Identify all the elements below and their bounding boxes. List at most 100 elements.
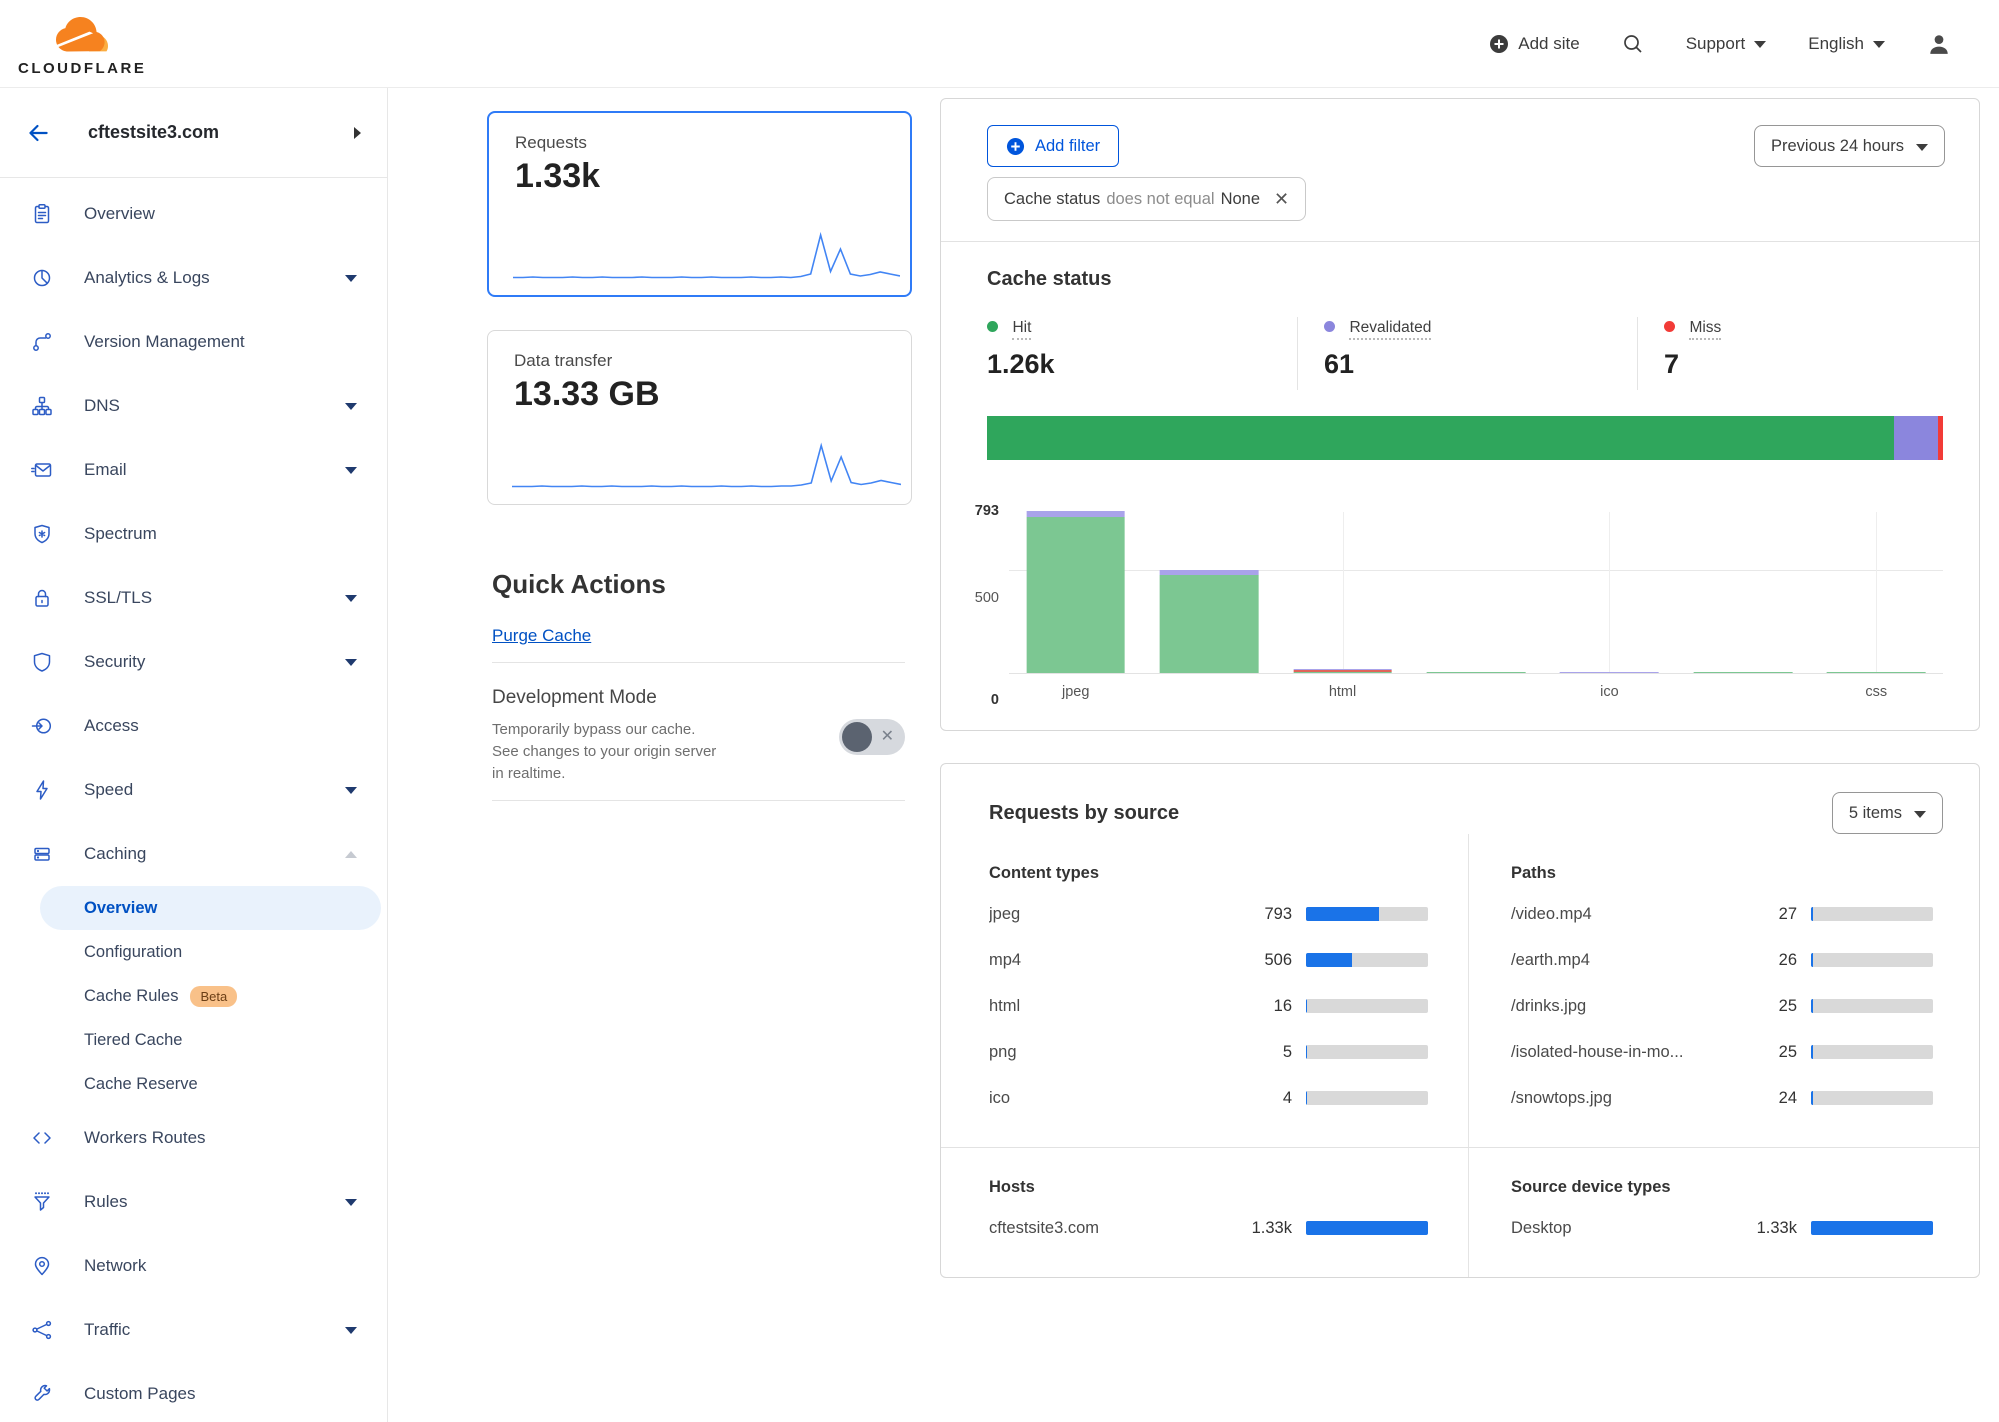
language-menu[interactable]: English bbox=[1808, 34, 1885, 54]
divider bbox=[941, 1147, 1979, 1148]
account-button[interactable] bbox=[1927, 32, 1951, 56]
list-bar-track bbox=[1306, 1221, 1428, 1235]
funnel-icon bbox=[30, 1190, 54, 1214]
divider bbox=[941, 241, 1979, 242]
x-tick-label: ico bbox=[1600, 684, 1619, 700]
purge-cache-link[interactable]: Purge Cache bbox=[492, 626, 592, 645]
chevron-up-icon bbox=[345, 850, 357, 858]
chart-column bbox=[1676, 512, 1809, 673]
time-range-dropdown[interactable]: Previous 24 hours bbox=[1754, 125, 1945, 167]
sidebar-subitem-caching-overview[interactable]: Overview bbox=[40, 886, 381, 930]
sidebar-item-overview[interactable]: Overview bbox=[0, 182, 387, 246]
branch-icon bbox=[30, 330, 54, 354]
plus-circle-icon bbox=[1006, 137, 1025, 155]
sidebar-subitem-cache-rules[interactable]: Cache Rules Beta bbox=[0, 974, 387, 1018]
x-tick-label: css bbox=[1865, 684, 1888, 700]
sidebar-item-rules[interactable]: Rules bbox=[0, 1170, 387, 1234]
list-bar-track bbox=[1306, 999, 1428, 1013]
sidebar-item-version-management[interactable]: Version Management bbox=[0, 310, 387, 374]
bar-segment-revalidated bbox=[1159, 569, 1259, 575]
requests-by-source-title: Requests by source bbox=[989, 801, 1180, 824]
list-bar-fill bbox=[1811, 1045, 1814, 1059]
chart-column bbox=[1409, 512, 1542, 673]
bar-segment-revalidated bbox=[1293, 669, 1392, 671]
list-item: mp4 506 bbox=[989, 937, 1428, 983]
bar-segment-revalidated bbox=[1560, 672, 1659, 673]
legend-miss: Miss 7 bbox=[1637, 317, 1943, 390]
back-arrow-icon[interactable] bbox=[24, 119, 52, 147]
source-lists-row: Content types jpeg 793 mp4 506 html 16 p… bbox=[941, 834, 1979, 1147]
site-header-row: cftestsite3.com bbox=[0, 88, 387, 178]
lock-icon bbox=[30, 586, 54, 610]
hit-dot-icon bbox=[987, 321, 998, 332]
data-transfer-card-title: Data transfer bbox=[514, 351, 613, 370]
cache-status-stacked-bar bbox=[987, 416, 1943, 460]
sidebar-item-network[interactable]: Network bbox=[0, 1234, 387, 1298]
sidebar-item-traffic[interactable]: Traffic bbox=[0, 1298, 387, 1362]
sidebar-subitem-cache-reserve[interactable]: Cache Reserve bbox=[84, 1074, 198, 1093]
site-name: cftestsite3.com bbox=[88, 122, 220, 142]
close-icon[interactable]: ✕ bbox=[1274, 188, 1290, 209]
data-transfer-card-value: 13.33 GB bbox=[514, 375, 660, 413]
clipboard-icon bbox=[30, 202, 54, 226]
list-bar-track bbox=[1811, 953, 1933, 967]
sidebar-item-custom-pages[interactable]: Custom Pages bbox=[0, 1362, 387, 1422]
list-bar-track bbox=[1306, 1045, 1428, 1059]
sidebar-item-dns[interactable]: DNS bbox=[0, 374, 387, 438]
list-item: /video.mp4 27 bbox=[1511, 891, 1933, 937]
list-bar-fill bbox=[1306, 999, 1308, 1013]
list-bar-fill bbox=[1306, 907, 1379, 921]
plus-circle-icon bbox=[1490, 34, 1509, 53]
sidebar-item-spectrum[interactable]: Spectrum bbox=[0, 502, 387, 566]
list-bar-track bbox=[1811, 907, 1933, 921]
cache-status-title: Cache status bbox=[987, 268, 1112, 290]
cloudflare-wordmark: CLOUDFLARE bbox=[18, 59, 147, 77]
chevron-down-icon bbox=[345, 658, 357, 666]
hosts-list: Hosts cftestsite3.com 1.33k bbox=[941, 1148, 1469, 1277]
list-item: jpeg 793 bbox=[989, 891, 1428, 937]
development-mode-toggle[interactable]: ✕ bbox=[839, 719, 905, 755]
enter-arrow-icon bbox=[30, 714, 54, 738]
envelope-icon bbox=[30, 458, 54, 482]
sidebar-item-email[interactable]: Email bbox=[0, 438, 387, 502]
chart-plot-area bbox=[1009, 511, 1943, 674]
add-filter-button[interactable]: Add filter bbox=[987, 125, 1120, 167]
sidebar-item-security[interactable]: Security bbox=[0, 630, 387, 694]
sidebar-item-ssl-tls[interactable]: SSL/TLS bbox=[0, 566, 387, 630]
bar-segment-hit bbox=[1159, 574, 1259, 673]
hosts-devices-row: Hosts cftestsite3.com 1.33k Source devic… bbox=[941, 1148, 1979, 1277]
cache-status-column-chart: 793 500 0 jpeg html ico css bbox=[975, 503, 1943, 708]
chart-column bbox=[1543, 512, 1676, 673]
y-tick-0: 0 bbox=[990, 692, 999, 708]
support-menu[interactable]: Support bbox=[1686, 34, 1767, 54]
sidebar-item-workers-routes[interactable]: Workers Routes bbox=[0, 1106, 387, 1170]
sidebar-item-caching[interactable]: Caching bbox=[0, 822, 387, 886]
server-stack-icon bbox=[30, 842, 54, 866]
sidebar-item-access[interactable]: Access bbox=[0, 694, 387, 758]
sidebar-item-speed[interactable]: Speed bbox=[0, 758, 387, 822]
bar-segment-hit bbox=[1826, 672, 1926, 673]
list-bar-track bbox=[1306, 907, 1428, 921]
requests-by-source-header: Requests by source 5 items bbox=[941, 764, 1979, 834]
sidebar-subitem-configuration[interactable]: Configuration bbox=[84, 942, 183, 961]
chevron-right-icon[interactable] bbox=[354, 126, 361, 139]
data-transfer-summary-card[interactable]: Data transfer 13.33 GB bbox=[487, 330, 912, 505]
list-bar-fill bbox=[1306, 1045, 1308, 1059]
toggle-off-x-icon: ✕ bbox=[880, 728, 894, 745]
list-bar-fill bbox=[1306, 1091, 1308, 1105]
x-tick-label bbox=[1676, 684, 1809, 700]
analytics-column: Add filter Cache status does not equal N… bbox=[940, 88, 1999, 1422]
filter-chip-cache-status[interactable]: Cache status does not equal None ✕ bbox=[987, 177, 1307, 221]
sidebar-subitem-tiered-cache[interactable]: Tiered Cache bbox=[84, 1030, 183, 1049]
search-button[interactable] bbox=[1622, 33, 1644, 55]
filter-bar: Add filter Cache status does not equal N… bbox=[941, 99, 1979, 241]
requests-card-title: Requests bbox=[515, 133, 587, 152]
summary-column: Requests 1.33k Data transfer 13.33 GB Qu… bbox=[388, 88, 940, 1422]
sidebar-item-analytics-logs[interactable]: Analytics & Logs bbox=[0, 246, 387, 310]
items-count-dropdown[interactable]: 5 items bbox=[1831, 792, 1943, 834]
location-pin-icon bbox=[30, 1254, 54, 1278]
cloudflare-logo[interactable]: CLOUDFLARE bbox=[18, 11, 146, 77]
requests-summary-card[interactable]: Requests 1.33k bbox=[487, 111, 912, 297]
add-site-button[interactable]: Add site bbox=[1489, 34, 1580, 54]
